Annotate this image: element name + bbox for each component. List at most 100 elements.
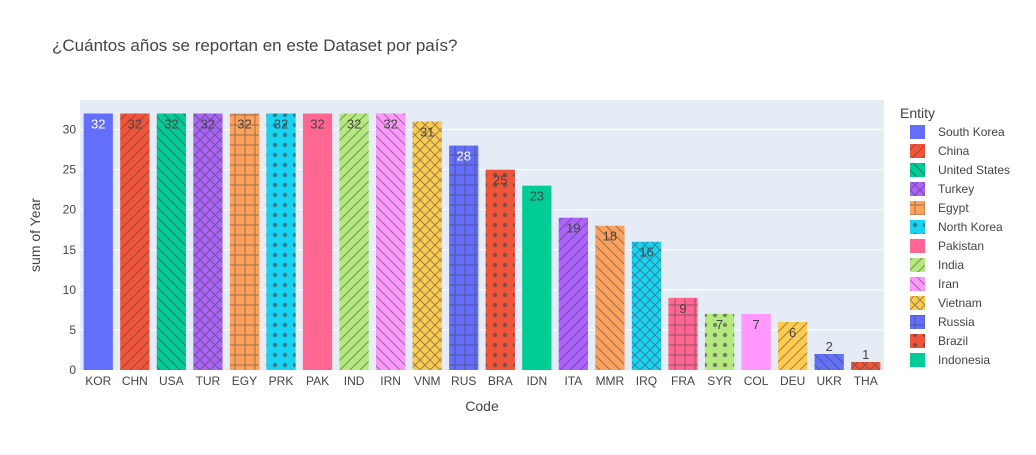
legend-swatch-vietnam (910, 296, 925, 310)
bar-idn[interactable] (522, 185, 552, 370)
x-tick-label-usa: USA (159, 374, 184, 388)
bar-tha[interactable] (851, 361, 881, 370)
bar-bra[interactable] (485, 169, 515, 370)
legend-item-north-korea[interactable]: North Korea (910, 220, 1003, 234)
bar-ind[interactable] (339, 113, 369, 370)
x-tick-label-vnm: VNM (414, 374, 441, 388)
legend-label-indonesia: Indonesia (938, 353, 990, 367)
x-tick-label-prk: PRK (269, 374, 294, 388)
bar-deu[interactable] (778, 321, 808, 370)
legend-label-united-states: United States (938, 163, 1010, 177)
x-tick-label-fra: FRA (671, 374, 695, 388)
value-label-ukr: 2 (826, 339, 833, 354)
x-tick-label-ukr: UKR (817, 374, 843, 388)
x-tick-label-deu: DEU (780, 374, 805, 388)
x-tick-label-mmr: MMR (596, 374, 625, 388)
legend-item-turkey[interactable]: Turkey (910, 182, 974, 196)
legend-label-turkey: Turkey (938, 182, 974, 196)
legend-swatch-south-korea (910, 125, 925, 139)
legend-item-iran[interactable]: Iran (910, 277, 959, 291)
bar-value-labels: 32 32 32 32 32 32 32 32 32 31 28 25 23 19 18 16 9 7 7 6 2 1 (91, 116, 869, 361)
bar-fra[interactable] (668, 297, 698, 370)
value-label-tha: 1 (862, 347, 869, 362)
legend-item-india[interactable]: India (910, 258, 964, 272)
x-tick-label-pak: PAK (306, 374, 329, 388)
bar-usa[interactable] (156, 113, 186, 370)
x-tick-label-tha: THA (854, 374, 878, 388)
value-label-pak: 32 (310, 116, 324, 131)
bar-irn[interactable] (376, 113, 406, 370)
bar-ukr[interactable] (814, 353, 844, 370)
value-label-ita: 19 (566, 221, 580, 236)
bar-kor[interactable] (83, 113, 113, 370)
bar-mmr[interactable] (595, 225, 625, 370)
value-label-chn: 32 (128, 116, 142, 131)
value-label-ind: 32 (347, 116, 361, 131)
y-axis-title: sum of Year (27, 198, 43, 272)
bar-egy[interactable] (229, 113, 260, 370)
x-tick-label-irn: IRN (380, 374, 401, 388)
y-axis-ticks: 0 5 10 15 20 25 30 (63, 123, 77, 377)
legend-swatch-india (910, 258, 925, 272)
value-label-irq: 16 (639, 245, 653, 260)
value-label-col: 7 (752, 317, 759, 332)
legend: Entity South Korea China United States Turk… (900, 105, 1010, 367)
value-label-vnm: 31 (420, 125, 434, 140)
x-tick-label-ita: ITA (564, 374, 582, 388)
legend-item-china[interactable]: China (910, 144, 970, 158)
y-tick-label-25: 25 (63, 163, 77, 177)
y-tick-label-15: 15 (63, 243, 77, 257)
bar-ita[interactable] (558, 217, 588, 370)
y-tick-label-20: 20 (63, 203, 77, 217)
legend-item-south-korea[interactable]: South Korea (910, 125, 1005, 139)
x-axis-ticks: KOR CHN USA TUR EGY PRK PAK IND IRN VNM RUS BRA IDN I… (85, 374, 877, 388)
y-tick-label-30: 30 (63, 123, 77, 137)
legend-swatch-united-states (910, 163, 925, 177)
value-label-idn: 23 (530, 189, 544, 204)
bar-prk[interactable] (266, 113, 296, 370)
legend-swatch-turkey (910, 182, 925, 196)
value-label-irn: 32 (383, 116, 397, 131)
legend-swatch-egypt (910, 201, 925, 215)
value-label-syr: 7 (716, 317, 723, 332)
x-tick-label-kor: KOR (85, 374, 111, 388)
value-label-fra: 9 (679, 301, 686, 316)
x-tick-label-bra: BRA (488, 374, 513, 388)
value-label-tur: 32 (201, 116, 215, 131)
bar-rus[interactable] (449, 145, 479, 370)
legend-label-india: India (938, 258, 964, 272)
legend-item-brazil[interactable]: Brazil (910, 334, 968, 348)
legend-swatch-russia (910, 315, 925, 329)
x-tick-label-col: COL (744, 374, 769, 388)
legend-item-united-states[interactable]: United States (910, 163, 1010, 177)
legend-label-vietnam: Vietnam (938, 296, 982, 310)
bar-syr[interactable] (704, 313, 735, 370)
bar-tur[interactable] (193, 113, 223, 370)
legend-item-russia[interactable]: Russia (910, 315, 975, 329)
bar-col[interactable] (741, 313, 771, 370)
legend-swatch-indonesia (910, 353, 925, 367)
legend-label-china: China (938, 144, 970, 158)
legend-item-vietnam[interactable]: Vietnam (910, 296, 982, 310)
legend-label-south-korea: South Korea (938, 125, 1005, 139)
value-label-mmr: 18 (603, 229, 617, 244)
bar-chn[interactable] (120, 113, 150, 370)
bars (83, 113, 881, 370)
value-label-bra: 25 (493, 173, 507, 188)
value-label-egy: 32 (237, 116, 251, 131)
legend-label-egypt: Egypt (938, 201, 969, 215)
legend-item-indonesia[interactable]: Indonesia (910, 353, 990, 367)
y-tick-label-5: 5 (69, 323, 76, 337)
legend-label-north-korea: North Korea (938, 220, 1003, 234)
x-tick-label-egy: EGY (232, 374, 257, 388)
legend-swatch-iran (910, 277, 925, 291)
bar-pak[interactable] (302, 113, 333, 370)
x-tick-label-ind: IND (344, 374, 365, 388)
bar-irq[interactable] (631, 241, 662, 370)
value-label-kor: 32 (91, 116, 105, 131)
x-axis-title: Code (465, 398, 499, 414)
bar-vnm[interactable] (412, 121, 442, 370)
legend-item-egypt[interactable]: Egypt (910, 201, 969, 215)
legend-item-pakistan[interactable]: Pakistan (910, 239, 984, 253)
